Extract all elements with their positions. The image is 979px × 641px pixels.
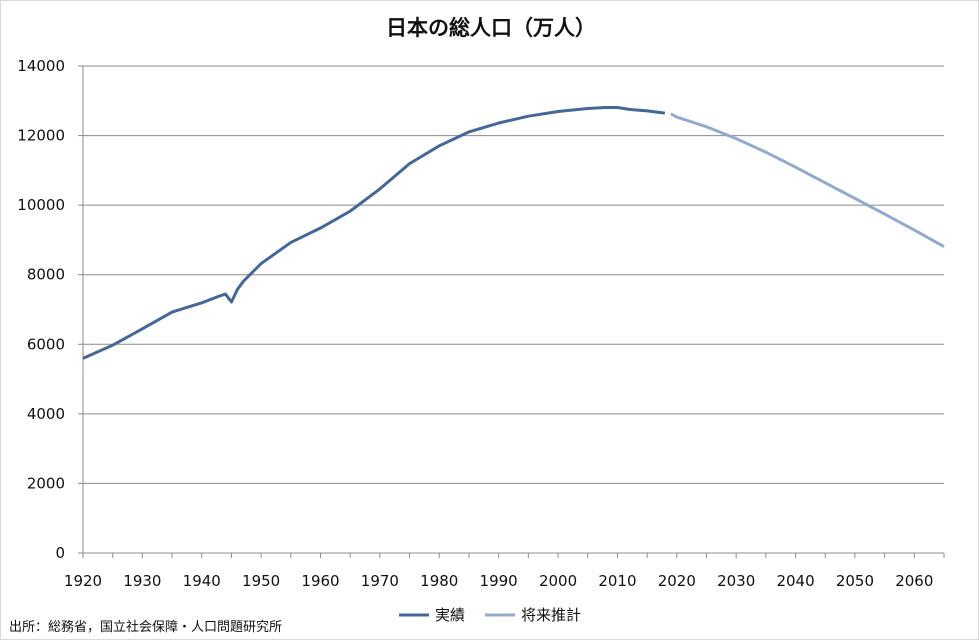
data-point — [663, 112, 666, 115]
data-point — [438, 144, 441, 147]
data-point — [943, 245, 946, 248]
y-tick-label: 0 — [55, 544, 65, 562]
data-point — [224, 293, 227, 296]
data-point — [319, 227, 322, 230]
data-point — [735, 137, 738, 140]
series-layer — [82, 105, 946, 360]
y-tick-label: 2000 — [27, 474, 65, 492]
series-line-0 — [82, 105, 666, 360]
data-point — [349, 210, 352, 213]
data-point — [408, 162, 411, 165]
source-note: 出所：総務省，国立社会保障・人口問題研究所 — [9, 620, 283, 635]
y-tick-label: 14000 — [17, 57, 65, 75]
data-point — [675, 116, 678, 119]
legend-label-1: 将来推計 — [521, 606, 581, 624]
data-point — [497, 122, 500, 125]
x-tick-label: 2050 — [836, 572, 874, 590]
data-point — [824, 181, 827, 184]
data-point — [289, 241, 292, 244]
x-tick-label: 2060 — [895, 572, 933, 590]
x-tick-label: 2010 — [598, 572, 636, 590]
data-point — [467, 130, 470, 133]
x-tick-label: 1940 — [183, 572, 221, 590]
data-point — [794, 166, 797, 169]
x-tick-label: 1970 — [361, 572, 399, 590]
x-tick-label: 2000 — [539, 572, 577, 590]
x-tick-label: 2020 — [658, 572, 696, 590]
data-point — [913, 229, 916, 232]
y-tick-label: 4000 — [27, 405, 65, 423]
data-point — [242, 280, 245, 283]
data-point — [390, 177, 393, 180]
data-point — [853, 197, 856, 200]
axis-layer: 0 2000 4000 6000 8000 10000 12000 14000 1920 1930… — [17, 57, 945, 590]
x-tick-label: 2040 — [776, 572, 814, 590]
data-point — [260, 262, 263, 265]
data-point — [111, 344, 114, 347]
data-point — [586, 107, 589, 110]
data-point — [705, 125, 708, 128]
grid-layer — [83, 65, 944, 484]
data-point — [82, 357, 85, 360]
data-point — [764, 151, 767, 154]
x-tick-label: 1990 — [480, 572, 518, 590]
data-point — [604, 106, 607, 109]
x-tick-label: 1950 — [242, 572, 280, 590]
data-point — [218, 295, 221, 298]
data-point — [230, 301, 233, 304]
x-tick-label: 1980 — [420, 572, 458, 590]
y-tick-label: 12000 — [17, 127, 65, 145]
series-line-1 — [670, 112, 945, 248]
data-point — [557, 110, 560, 113]
data-point — [527, 115, 530, 118]
x-tick-label: 1920 — [64, 572, 102, 590]
legend-label-0: 実績 — [435, 606, 465, 624]
x-tick-label: 2030 — [717, 572, 755, 590]
data-point — [200, 301, 203, 304]
data-point — [628, 108, 631, 111]
data-point — [141, 327, 144, 330]
y-tick-label: 8000 — [27, 266, 65, 284]
data-point — [171, 311, 174, 314]
data-point — [236, 288, 239, 291]
data-point — [616, 106, 619, 109]
legend: 実績 将来推計 — [399, 606, 581, 624]
chart-title: 日本の総人口（万人） — [386, 16, 596, 40]
data-point — [883, 213, 886, 216]
x-tick-label: 1960 — [301, 572, 339, 590]
x-tick-label: 1930 — [123, 572, 161, 590]
data-point — [646, 109, 649, 112]
y-tick-label: 6000 — [27, 335, 65, 353]
data-point — [378, 187, 381, 190]
data-point — [669, 112, 672, 115]
y-tick-label: 10000 — [17, 196, 65, 214]
